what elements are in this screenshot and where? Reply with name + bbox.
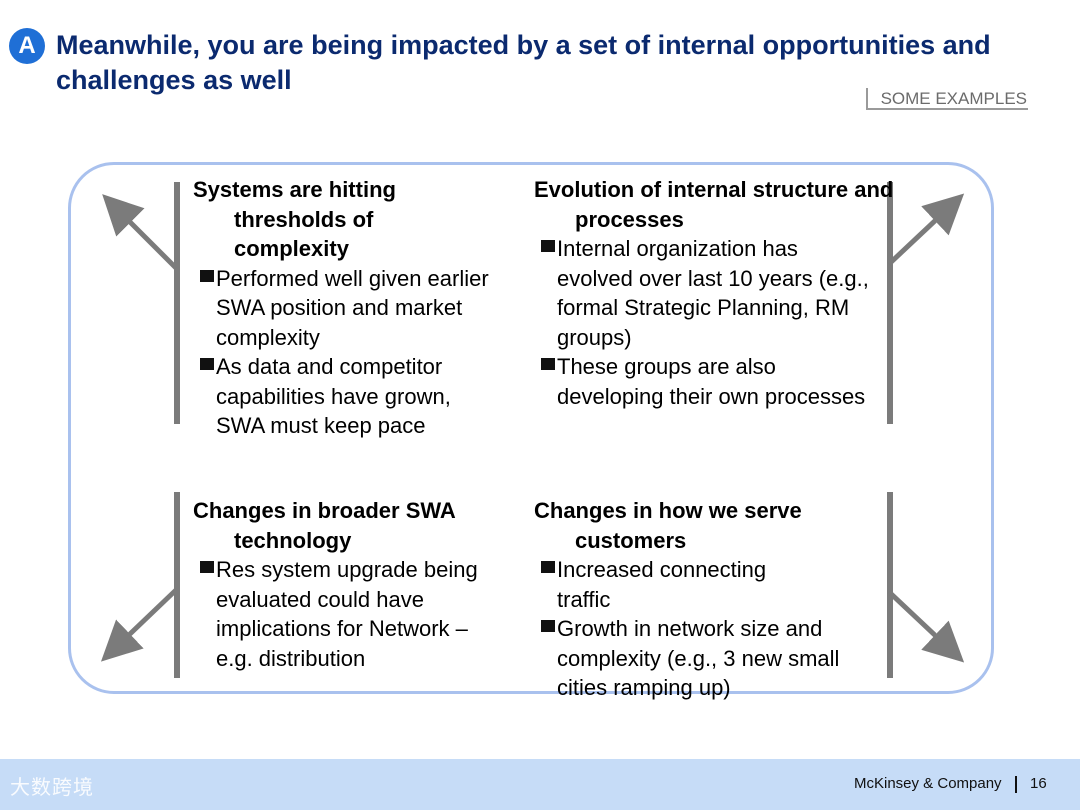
footer-bar: 大数跨境 McKinsey & Company 16	[0, 759, 1080, 810]
bullet-item: Growth in network size and complexity (e…	[534, 614, 869, 703]
quadrant-title: Changes in how we serve customers	[534, 498, 802, 553]
footer-separator	[1015, 776, 1017, 793]
examples-tag: SOME EXAMPLES	[866, 88, 1028, 110]
company-name: McKinsey & Company	[854, 775, 1002, 792]
watermark: 大数跨境	[10, 775, 94, 799]
bullet-item: As data and competitor capabilities have…	[193, 352, 493, 441]
bullet-item: Internal organization has evolved over l…	[534, 234, 869, 352]
quadrant-bottom-left: Changes in broader SWA technology Res sy…	[193, 496, 503, 673]
divider-bar-top-right	[887, 182, 893, 424]
divider-bar-top-left	[174, 182, 180, 424]
divider-bar-bottom-left	[174, 492, 180, 678]
square-bullet-icon	[541, 240, 555, 252]
square-bullet-icon	[541, 561, 555, 573]
bullet-item: Res system upgrade being evaluated could…	[193, 555, 506, 673]
square-bullet-icon	[541, 358, 555, 370]
quadrant-title: Systems are hitting thresholds of comple…	[193, 177, 396, 261]
divider-bar-bottom-right	[887, 492, 893, 678]
slide-title: Meanwhile, you are being impacted by a s…	[56, 30, 991, 95]
quadrant-title: Evolution of internal structure and proc…	[534, 177, 894, 232]
square-bullet-icon	[200, 358, 214, 370]
square-bullet-icon	[200, 269, 214, 282]
quadrant-bottom-right: Changes in how we serve customers Increa…	[534, 496, 869, 703]
bullet-item: Performed well given earlier SWA positio…	[193, 264, 493, 353]
square-bullet-icon	[541, 620, 555, 632]
bullet-item: These groups are also developing their o…	[534, 352, 869, 411]
quadrant-title: Changes in broader SWA technology	[193, 498, 456, 553]
bullet-item: Increased connecting traffic	[534, 555, 797, 614]
content-frame	[68, 162, 994, 694]
quadrant-top-right: Evolution of internal structure and proc…	[534, 175, 893, 411]
page-number: 16	[1030, 775, 1047, 792]
quadrant-top-left: Systems are hitting thresholds of comple…	[193, 175, 493, 441]
section-badge: A	[9, 28, 45, 64]
square-bullet-icon	[200, 561, 214, 573]
